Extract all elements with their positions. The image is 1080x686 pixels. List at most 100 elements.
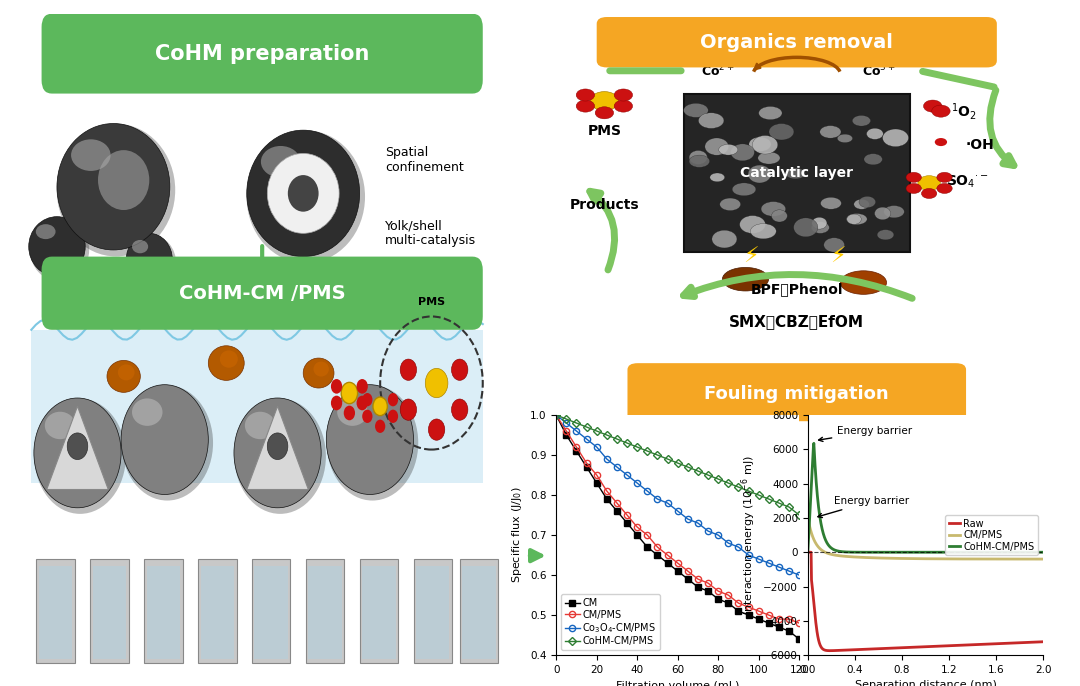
CoHM-CM/PMS [959,548,972,556]
FancyBboxPatch shape [31,330,483,483]
Text: SMX、CBZ、EfOM: SMX、CBZ、EfOM [729,314,864,329]
Circle shape [341,382,357,403]
Ellipse shape [758,106,782,119]
CoHM-CM/PMS [691,467,704,475]
CoHM-CM/PMS [681,463,694,471]
CM [610,507,623,515]
Ellipse shape [126,233,173,287]
CM [772,623,785,631]
Circle shape [343,405,355,421]
CoHM-CM/PMS [1037,548,1050,556]
Text: SO$_4$$^{·-}$: SO$_4$$^{·-}$ [946,174,988,190]
Circle shape [595,107,613,119]
CM/PMS [732,599,745,607]
Circle shape [362,410,373,423]
Ellipse shape [883,206,904,218]
Ellipse shape [35,399,126,514]
Text: Co$^{2+}$: Co$^{2+}$ [701,63,734,80]
CM/PMS [843,552,856,560]
Ellipse shape [712,230,737,248]
CM/PMS [631,523,644,531]
Ellipse shape [718,144,738,155]
CM [559,431,572,439]
Circle shape [375,420,386,433]
Ellipse shape [684,104,708,117]
Ellipse shape [30,219,90,281]
CoHM-CM/PMS [600,431,613,439]
Text: $^1$O$_2$: $^1$O$_2$ [950,101,976,121]
CM [570,447,583,456]
Ellipse shape [246,130,365,263]
CoHM-CM/PMS [621,439,634,447]
Circle shape [906,172,921,182]
CoHM-CM/PMS [862,548,875,556]
CM [721,599,734,607]
Ellipse shape [268,433,287,460]
CM/PMS [610,499,623,507]
Circle shape [615,89,633,101]
CM [640,543,653,552]
Co$_3$O$_4$-CM/PMS [631,479,644,487]
Circle shape [451,359,468,380]
Ellipse shape [689,155,710,167]
CM/PMS [702,579,715,587]
CM/PMS [640,531,653,539]
Ellipse shape [837,134,852,143]
Raw [908,643,921,651]
Ellipse shape [127,235,176,291]
Co$_3$O$_4$-CM/PMS [591,443,604,451]
Ellipse shape [287,175,319,212]
Circle shape [426,368,448,398]
Ellipse shape [859,196,876,208]
Ellipse shape [710,173,725,182]
CM/PMS [591,471,604,479]
CoHM-CM/PMS [559,415,572,423]
Ellipse shape [794,218,818,237]
Co$_3$O$_4$-CM/PMS [783,567,796,575]
Circle shape [906,183,921,193]
Co$_3$O$_4$-CM/PMS [661,499,674,507]
Circle shape [362,393,373,406]
Text: Yolk/shell
multi-catalysis: Yolk/shell multi-catalysis [386,220,476,248]
CM [672,567,685,575]
Co$_3$O$_4$-CM/PMS [793,571,806,579]
Line: CM: CM [553,412,802,642]
CM [762,619,775,627]
Polygon shape [46,406,108,490]
Circle shape [330,379,342,394]
Ellipse shape [121,386,213,501]
Raw [801,548,814,556]
Bar [252,559,291,663]
Circle shape [330,396,342,410]
CoHM-CM/PMS [908,548,921,556]
CM/PMS [762,611,775,619]
Line: Co$_3$O$_4$-CM/PMS: Co$_3$O$_4$-CM/PMS [553,412,802,578]
Text: ⚡: ⚡ [743,248,758,268]
Ellipse shape [771,210,787,222]
Ellipse shape [732,183,756,196]
Circle shape [577,89,595,101]
CM/PMS [801,514,814,523]
Circle shape [356,379,368,394]
CM/PMS [908,554,921,563]
CM/PMS [570,443,583,451]
FancyBboxPatch shape [41,14,483,93]
Bar [460,559,498,663]
X-axis label: Separation distance (nm): Separation distance (nm) [854,681,997,686]
CM/PMS [580,459,593,467]
Ellipse shape [882,129,908,147]
Ellipse shape [220,351,238,368]
Circle shape [921,189,936,198]
Circle shape [401,359,417,380]
FancyBboxPatch shape [627,363,967,421]
Circle shape [935,138,947,146]
CoHM-CM/PMS [753,491,766,499]
Ellipse shape [877,230,894,240]
Ellipse shape [758,152,780,164]
Bar [37,559,75,663]
CoHM-CM/PMS [672,459,685,467]
Text: Co$^{3+}$: Co$^{3+}$ [863,63,896,80]
Co$_3$O$_4$-CM/PMS [610,463,623,471]
Co$_3$O$_4$-CM/PMS [570,427,583,435]
Co$_3$O$_4$-CM/PMS [742,551,755,559]
